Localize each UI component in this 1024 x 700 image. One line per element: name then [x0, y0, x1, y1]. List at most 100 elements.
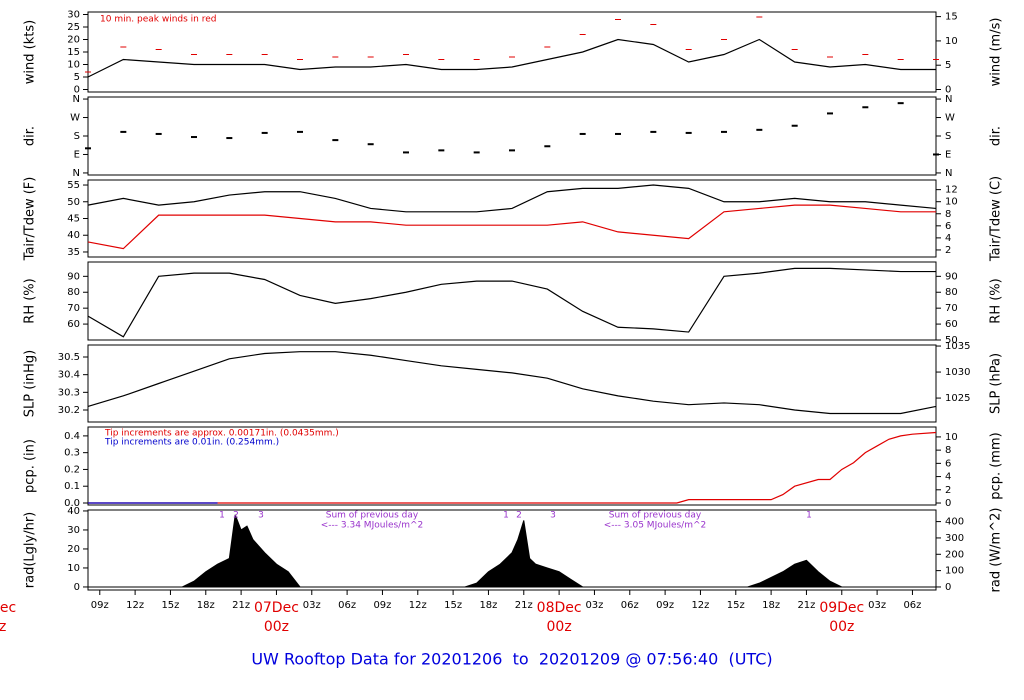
dir-mark — [897, 102, 904, 105]
y2-tick-label: 10 — [945, 432, 958, 443]
dir-mark — [933, 153, 939, 156]
x-tick-label: 09z — [656, 600, 674, 611]
annotation: Tip increments are 0.01in. (0.254mm.) — [104, 438, 279, 448]
y2-tick-label: N — [945, 94, 952, 105]
y2-tick-label: 80 — [945, 287, 958, 298]
annotation: 10 min. peak winds in red — [100, 15, 217, 25]
y2-tick-label: 400 — [945, 517, 964, 528]
x-tick-label: 03z — [868, 600, 886, 611]
y-axis-label: dir. — [23, 126, 38, 146]
y-tick-label: 20 — [67, 35, 80, 46]
y-axis-label: wind (kts) — [23, 20, 38, 84]
panel-frame — [87, 261, 937, 341]
y2-axis-label: SLP (hPa) — [989, 353, 1004, 414]
panel-frame — [87, 426, 937, 506]
y2-tick-label: 50 — [945, 335, 958, 346]
x-tick-label: 06z — [338, 600, 356, 611]
y-tick-label: 25 — [67, 22, 80, 33]
y2-axis-label: wind (m/s) — [989, 18, 1004, 87]
x-tick-label: 12z — [409, 600, 427, 611]
y2-tick-label: 0 — [945, 85, 951, 96]
dir-mark — [544, 145, 551, 148]
day-label: 08Dec — [537, 600, 582, 616]
annotation: 3 — [550, 511, 556, 521]
y-tick-label: 15 — [67, 47, 80, 58]
dir-mark — [403, 151, 409, 154]
dir-mark — [155, 132, 162, 135]
y2-tick-label: 6 — [945, 221, 951, 232]
x-tick-label: 18z — [762, 600, 780, 611]
y-tick-label: 0 — [74, 582, 80, 593]
y-tick-label: 40 — [67, 506, 80, 517]
y2-tick-label: 1025 — [945, 393, 970, 404]
y2-tick-label: 1035 — [945, 341, 970, 352]
dir-mark — [509, 149, 515, 152]
y2-tick-label: 90 — [945, 271, 958, 282]
annotation: 1 — [219, 511, 225, 521]
y-axis-label: rad(Lgly/hr) — [23, 512, 38, 588]
series-line — [87, 351, 937, 415]
panel-frame — [87, 96, 937, 176]
y-tick-label: 30 — [67, 10, 80, 21]
dir-mark — [120, 130, 127, 133]
rad-area — [88, 514, 936, 588]
y-tick-label: 30.2 — [58, 405, 80, 416]
y2-tick-label: 10 — [945, 36, 958, 47]
y-tick-label: 30.3 — [58, 387, 80, 398]
series-line — [88, 431, 937, 504]
y2-tick-label: N — [945, 168, 952, 179]
y2-tick-label: 12 — [945, 185, 958, 196]
dir-mark — [827, 112, 833, 115]
y2-tick-label: 6 — [945, 458, 951, 469]
dir-mark — [721, 130, 727, 133]
y-tick-label: 50 — [67, 197, 80, 208]
dir-mark — [226, 137, 233, 140]
dir-mark — [297, 130, 303, 133]
y-tick-label: 30.5 — [58, 352, 80, 363]
annotation: 3 — [258, 511, 264, 521]
annotation: 1 — [806, 511, 812, 521]
day-label: 07Dec — [254, 600, 299, 616]
y2-tick-label: 0 — [945, 498, 951, 509]
y-tick-label: 35 — [67, 247, 80, 258]
y-tick-label: N — [73, 94, 80, 105]
x-tick-label: 06z — [903, 600, 921, 611]
series-line — [87, 267, 936, 338]
y-tick-label: 60 — [67, 319, 80, 330]
y2-tick-label: 4 — [945, 233, 951, 244]
y-tick-label: W — [70, 113, 80, 124]
y-axis-label: pcp. (in) — [23, 439, 38, 493]
x-tick-label: 09z — [91, 600, 109, 611]
y-tick-label: 5 — [74, 72, 80, 83]
series-line — [87, 184, 937, 213]
dir-mark — [85, 147, 91, 150]
y2-axis-label: Tair/Tdew (C) — [989, 176, 1004, 262]
x-tick-label: 03z — [303, 600, 321, 611]
y2-tick-label: 60 — [945, 319, 958, 330]
y-tick-label: 70 — [67, 303, 80, 314]
y2-tick-label: 8 — [945, 209, 951, 220]
y-tick-label: 30.4 — [58, 370, 80, 381]
annotation: 2 — [233, 511, 239, 521]
panel-frame — [87, 509, 937, 591]
x-tick-label: 15z — [161, 600, 179, 611]
y2-tick-label: 8 — [945, 445, 951, 456]
y-tick-label: 0.2 — [64, 464, 80, 475]
y-axis-label: SLP (inHg) — [23, 350, 38, 418]
y-tick-label: 40 — [67, 230, 80, 241]
dir-mark — [862, 106, 869, 109]
x-tick-label: 15z — [444, 600, 462, 611]
dir-mark — [685, 131, 692, 134]
y-tick-label: 55 — [67, 180, 80, 191]
y2-tick-label: 300 — [945, 533, 964, 544]
y-axis-label: RH (%) — [23, 278, 38, 323]
x-tick-label: 21z — [797, 600, 815, 611]
panel-frame — [87, 344, 937, 423]
day-hour-label: 00z — [0, 619, 6, 635]
y2-tick-label: E — [945, 149, 951, 160]
y-axis-label: Tair/Tdew (F) — [23, 177, 38, 262]
day-label: 09Dec — [819, 600, 864, 616]
dir-mark — [579, 132, 586, 135]
x-tick-label: 03z — [585, 600, 603, 611]
series-line — [87, 38, 936, 78]
